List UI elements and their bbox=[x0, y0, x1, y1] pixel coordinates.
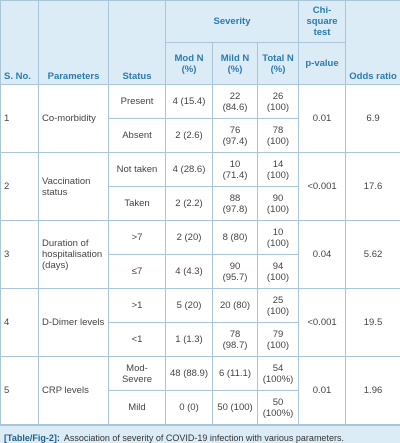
table-cell: 50 (100) bbox=[212, 390, 258, 425]
table-cell: 26 (100) bbox=[256, 84, 300, 119]
table-row: 2 Vaccination status Not taken 4 (28.6) 10 (… bbox=[0, 152, 400, 221]
table-cell: 14 (100) bbox=[256, 152, 300, 187]
table-header: S. No. Parameters Status Severity Chi-sq… bbox=[0, 0, 400, 85]
table-row: <1 1 (1.3) 78 (98.7) 79 (100) bbox=[1, 322, 400, 357]
table-cell: Duration of hospitalisation (days) bbox=[38, 220, 109, 289]
table-cell: Co-morbidity bbox=[38, 84, 109, 153]
table-cell: 2 bbox=[0, 152, 39, 221]
table-cell: 22 (84.6) bbox=[212, 84, 258, 119]
table-cell: 1 bbox=[0, 84, 39, 153]
table-cell: Mild bbox=[108, 390, 166, 425]
table-cell: 0.04 bbox=[298, 220, 347, 289]
table-row: Mild 0 (0) 50 (100) 50 (100%) bbox=[1, 390, 400, 425]
table-cell: Absent bbox=[108, 118, 166, 153]
table-cell: D-Dimer levels bbox=[38, 288, 109, 357]
data-table: S. No. Parameters Status Severity Chi-sq… bbox=[0, 0, 400, 425]
table-row: Taken 2 (2.2) 88 (97.8) 90 (100) bbox=[1, 186, 400, 221]
table-cell: 4 (15.4) bbox=[165, 84, 213, 119]
header-cell: Mild N (%) bbox=[212, 42, 258, 85]
table-cell: 90 (100) bbox=[256, 186, 300, 221]
table-cell: Taken bbox=[108, 186, 166, 221]
header-cell: Mod N (%) bbox=[165, 42, 213, 85]
table-cell: 88 (97.8) bbox=[212, 186, 258, 221]
table-cell: 6.9 bbox=[345, 84, 400, 153]
header-cell: S. No. bbox=[0, 0, 39, 85]
table-cell: <0.001 bbox=[298, 152, 347, 221]
table-row: 1 Co-morbidity Present 4 (15.4) 22 (84.6) 26 … bbox=[0, 84, 400, 153]
header-cell: Status bbox=[108, 0, 166, 85]
table-cell: 76 (97.4) bbox=[212, 118, 258, 153]
table-cell: 25 (100) bbox=[256, 288, 300, 323]
caption-label: [Table/Fig-2]: bbox=[4, 433, 60, 443]
table-row: ≤7 4 (4.3) 90 (95.7) 94 (100) bbox=[1, 254, 400, 289]
table-cell: 1.96 bbox=[345, 356, 400, 425]
table-cell: 20 (80) bbox=[212, 288, 258, 323]
table-cell: 4 bbox=[0, 288, 39, 357]
table-cell: 48 (88.9) bbox=[165, 356, 213, 391]
caption: [Table/Fig-2]: Association of severity o… bbox=[0, 425, 400, 443]
table-cell: 17.6 bbox=[345, 152, 400, 221]
table-cell: 2 (2.2) bbox=[165, 186, 213, 221]
table-cell: 79 (100) bbox=[256, 322, 300, 357]
table-cell: 54 (100%) bbox=[256, 356, 300, 391]
table-cell: 1 (1.3) bbox=[165, 322, 213, 357]
table-cell: CRP levels bbox=[38, 356, 109, 425]
table-row: 5 CRP levels Mod-Severe 48 (88.9) 6 (11.1) 54… bbox=[0, 356, 400, 425]
table-cell: Vaccination status bbox=[38, 152, 109, 221]
table-cell: 5 (20) bbox=[165, 288, 213, 323]
table-row: 4 D-Dimer levels >1 5 (20) 20 (80) 25 (100) <0… bbox=[0, 288, 400, 357]
header-cell: p-value bbox=[298, 42, 347, 85]
table-cell: 3 bbox=[0, 220, 39, 289]
table-row: 3 Duration of hospitalisation (days) >7 2 (… bbox=[0, 220, 400, 289]
table-cell: 0 (0) bbox=[165, 390, 213, 425]
table-cell: 0.01 bbox=[298, 84, 347, 153]
table-cell: Present bbox=[108, 84, 166, 119]
table-cell: <1 bbox=[108, 322, 166, 357]
table-cell: <0.001 bbox=[298, 288, 347, 357]
table-cell: Mod-Severe bbox=[108, 356, 166, 391]
table-cell: >1 bbox=[108, 288, 166, 323]
table-cell: 10 (71.4) bbox=[212, 152, 258, 187]
table-cell: 78 (100) bbox=[256, 118, 300, 153]
table-cell: 5.62 bbox=[345, 220, 400, 289]
header-cell: Odds ratio bbox=[345, 0, 400, 85]
table-cell: 5 bbox=[0, 356, 39, 425]
table-cell: 90 (95.7) bbox=[212, 254, 258, 289]
table-cell: ≤7 bbox=[108, 254, 166, 289]
header-cell: Parameters bbox=[38, 0, 109, 85]
table-cell: 0.01 bbox=[298, 356, 347, 425]
table-row: Absent 2 (2.6) 76 (97.4) 78 (100) bbox=[1, 118, 400, 153]
table-cell: 78 (98.7) bbox=[212, 322, 258, 357]
header-cell: Total N (%) bbox=[256, 42, 300, 85]
table-cell: 4 (28.6) bbox=[165, 152, 213, 187]
table-cell: 50 (100%) bbox=[256, 390, 300, 425]
table-cell: 6 (11.1) bbox=[212, 356, 258, 391]
table-cell: 4 (4.3) bbox=[165, 254, 213, 289]
table-cell: Not taken bbox=[108, 152, 166, 187]
table-cell: 10 (100) bbox=[256, 220, 300, 255]
table-cell: 94 (100) bbox=[256, 254, 300, 289]
table-body: 1 Co-morbidity Present 4 (15.4) 22 (84.6) 26 … bbox=[0, 84, 400, 425]
header-cell: Severity bbox=[164, 0, 300, 43]
table-cell: 8 (80) bbox=[212, 220, 258, 255]
table-cell: >7 bbox=[108, 220, 166, 255]
header-cell: Chi-square test bbox=[298, 0, 347, 43]
table-cell: 2 (20) bbox=[165, 220, 213, 255]
caption-text: Association of severity of COVID-19 infe… bbox=[63, 433, 344, 443]
table-cell: 19.5 bbox=[345, 288, 400, 357]
table-cell: 2 (2.6) bbox=[165, 118, 213, 153]
